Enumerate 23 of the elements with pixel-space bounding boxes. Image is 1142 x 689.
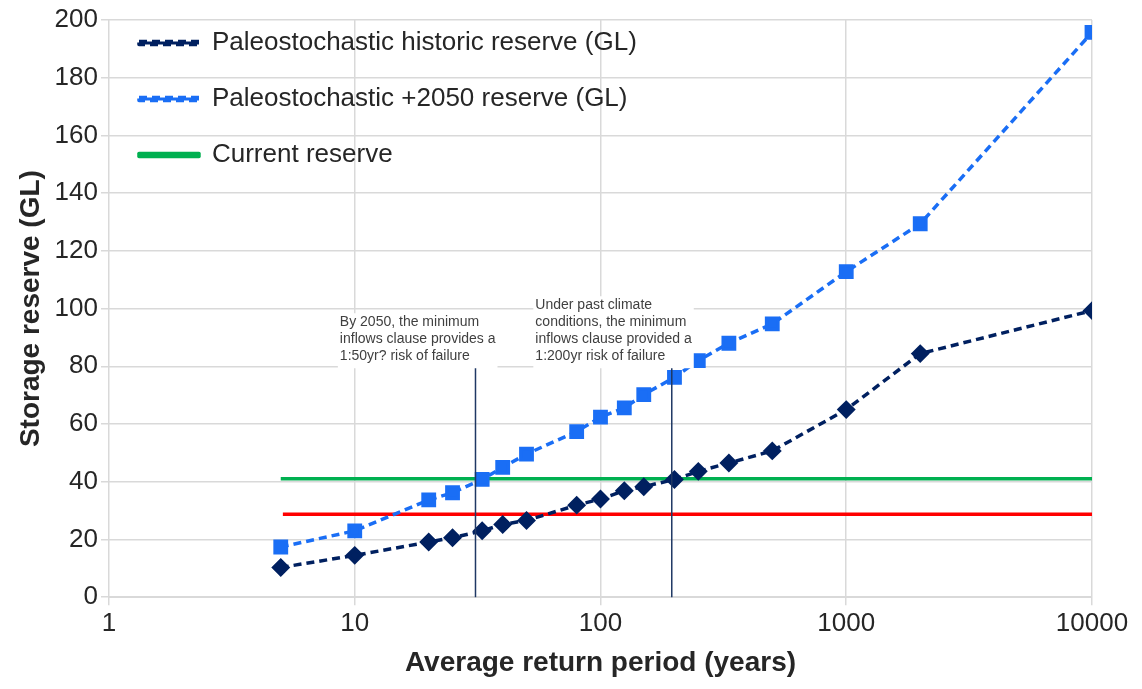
y-tick-label: 60 xyxy=(69,407,98,438)
y-tick-label: 80 xyxy=(69,349,98,380)
x-tick-label: 1 xyxy=(101,606,117,637)
y-axis-title: Storage reserve (GL) xyxy=(13,170,45,448)
legend-label: Paleostochastic +2050 reserve (GL) xyxy=(211,82,628,113)
x-axis-title: Average return period (years) xyxy=(404,645,797,677)
annotation: By 2050, the minimum inflows clause provides a 1:50yr? risk of failure xyxy=(339,313,496,364)
legend-label: Paleostochastic historic reserve (GL) xyxy=(211,26,637,57)
legend-label: Current reserve xyxy=(211,138,393,169)
y-tick-label: 20 xyxy=(69,522,98,553)
y-tick-label: 100 xyxy=(54,291,98,322)
annotation: Under past climate conditions, the minimum inflows clause provided a 1:200yr risk of failure xyxy=(535,296,692,364)
x-tick-label: 100 xyxy=(578,606,623,637)
y-tick-label: 140 xyxy=(54,176,98,207)
y-tick-label: 120 xyxy=(54,234,98,265)
x-tick-label: 10 xyxy=(340,606,370,637)
y-tick-label: 0 xyxy=(83,580,98,611)
x-tick-label: 10000 xyxy=(1055,606,1129,637)
y-tick-label: 200 xyxy=(54,3,98,34)
y-tick-label: 180 xyxy=(54,60,98,91)
x-tick-label: 1000 xyxy=(817,606,876,637)
y-tick-label: 160 xyxy=(54,118,98,149)
y-tick-label: 40 xyxy=(69,464,98,495)
